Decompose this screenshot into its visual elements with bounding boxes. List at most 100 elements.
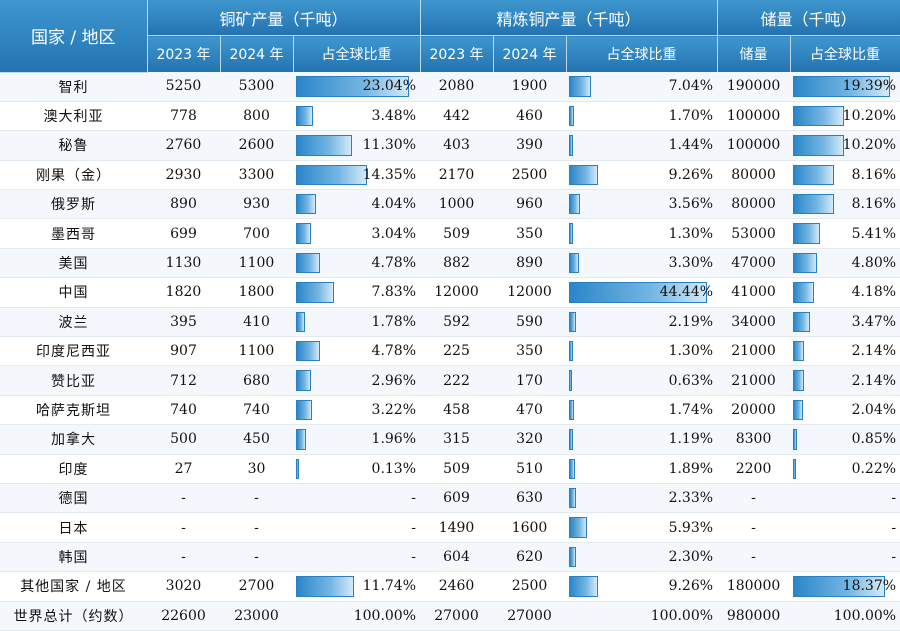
country-name: 印度尼西亚	[0, 336, 147, 367]
reserves-share-cell: 4.18%	[790, 277, 900, 308]
table-body: 智利 5250 5300 23.04% 2080 1900 7.04% 190000 19.39…	[0, 72, 900, 631]
header-reserves: 储量（千吨）	[717, 0, 900, 36]
country-name: 日本	[0, 512, 147, 543]
refined-share-cell: 5.93%	[566, 512, 718, 543]
reserves-value: 100000	[717, 101, 791, 132]
reserves-share-value: 4.18%	[851, 284, 897, 301]
refined-share-value: 1.30%	[668, 343, 714, 360]
refined-share-cell: 1.44%	[566, 130, 718, 161]
reserves-share-bar	[793, 282, 814, 303]
refined-2023-value: 509	[420, 218, 494, 249]
refined-share-cell: 2.33%	[566, 483, 718, 514]
mine-2023-value: 27	[147, 454, 220, 484]
refined-share-cell: 1.70%	[566, 101, 718, 132]
reserves-share-value: 0.22%	[851, 460, 897, 477]
mine-2024-value: 700	[220, 218, 293, 249]
mine-share-cell: 4.04%	[293, 189, 421, 220]
reserves-value: 8300	[717, 424, 791, 455]
table-row: 中国 1820 1800 7.83% 12000 12000 44.44% 41000 4.18…	[0, 277, 900, 308]
mine-2024-value: 30	[220, 454, 293, 484]
mine-share-value: 3.22%	[371, 401, 417, 418]
mine-share-bar	[296, 164, 367, 186]
table-row: 美国 1130 1100 4.78% 882 890 3.30% 47000 4.80%	[0, 248, 900, 279]
mine-2024-value: 23000	[220, 601, 293, 631]
refined-share-value: 2.19%	[668, 313, 714, 330]
refined-share-cell: 0.63%	[566, 365, 718, 396]
reserves-share-bar	[793, 135, 845, 156]
reserves-share-bar	[793, 458, 797, 479]
country-name: 印度	[0, 454, 147, 484]
reserves-share-value: 3.47%	[851, 313, 897, 330]
mine-share-value: 7.83%	[371, 284, 417, 301]
mine-share-value: 14.35%	[362, 166, 417, 183]
country-name: 哈萨克斯坦	[0, 395, 147, 426]
refined-2023-value: 1490	[420, 512, 494, 543]
reserves-share-cell: 2.14%	[790, 365, 900, 396]
country-name: 澳大利亚	[0, 101, 147, 132]
refined-share-value: 1.19%	[668, 431, 714, 448]
refined-2023-value: 609	[420, 483, 494, 514]
mine-share-cell: 14.35%	[293, 160, 421, 191]
mine-2024-value: 680	[220, 365, 293, 396]
refined-2023-value: 27000	[420, 601, 494, 631]
refined-2023-value: 442	[420, 101, 494, 132]
mine-share-bar	[296, 370, 311, 391]
refined-2023-value: 222	[420, 365, 494, 396]
reserves-value: 80000	[717, 160, 791, 191]
table-row: 秘鲁 2760 2600 11.30% 403 390 1.44% 100000 10.20%	[0, 130, 900, 161]
refined-2023-value: 458	[420, 395, 494, 426]
reserves-share-bar	[793, 105, 845, 127]
mine-share-bar	[296, 341, 320, 362]
reserves-share-cell: 8.16%	[790, 160, 900, 191]
mine-share-bar	[296, 576, 354, 597]
mine-2023-value: -	[147, 542, 220, 573]
table-row: 哈萨克斯坦 740 740 3.22% 458 470 1.74% 20000 2.04%	[0, 395, 900, 426]
reserves-share-value: -	[891, 548, 897, 565]
refined-share-cell: 1.30%	[566, 336, 718, 367]
refined-2024-value: 590	[493, 307, 567, 338]
table-row: 印度 27 30 0.13% 509 510 1.89% 2200 0.22%	[0, 454, 900, 484]
refined-share-bar	[569, 135, 574, 156]
refined-share-bar	[569, 458, 575, 479]
mine-share-cell: 7.83%	[293, 277, 421, 308]
refined-share-bar	[569, 487, 577, 509]
mine-2023-value: 712	[147, 365, 220, 396]
reserves-share-cell: 4.80%	[790, 248, 900, 279]
mine-share-cell: 3.04%	[293, 218, 421, 249]
reserves-value: 80000	[717, 189, 791, 220]
country-name: 美国	[0, 248, 147, 279]
reserves-value: 41000	[717, 277, 791, 308]
refined-2024-value: 620	[493, 542, 567, 573]
reserves-value: 21000	[717, 336, 791, 367]
country-name: 刚果（金）	[0, 160, 147, 191]
header-country: 国家 / 地区	[0, 0, 148, 73]
reserves-share-value: 8.16%	[851, 166, 897, 183]
reserves-share-bar	[793, 223, 821, 244]
reserves-share-cell: 10.20%	[790, 130, 900, 161]
mine-share-cell: -	[293, 483, 421, 514]
refined-2024-value: 2500	[493, 160, 567, 191]
mine-share-value: 4.78%	[371, 255, 417, 272]
header-refined-2024: 2024 年	[493, 35, 567, 72]
refined-2023-value: 1000	[420, 189, 494, 220]
refined-share-cell: 1.89%	[566, 454, 718, 484]
refined-share-value: 0.63%	[668, 372, 714, 389]
mine-share-cell: -	[293, 542, 421, 573]
refined-share-cell: 100.00%	[566, 601, 718, 631]
table-row: 俄罗斯 890 930 4.04% 1000 960 3.56% 80000 8.16%	[0, 189, 900, 220]
reserves-share-cell: -	[790, 512, 900, 543]
reserves-share-bar	[793, 399, 804, 421]
reserves-share-value: 10.20%	[842, 137, 897, 154]
reserves-share-cell: 2.14%	[790, 336, 900, 367]
reserves-share-cell: -	[790, 483, 900, 514]
reserves-share-value: 0.85%	[851, 431, 897, 448]
refined-share-value: 100.00%	[650, 607, 714, 624]
refined-2023-value: 315	[420, 424, 494, 455]
mine-2024-value: 930	[220, 189, 293, 220]
reserves-share-cell: 8.16%	[790, 189, 900, 220]
refined-share-cell: 44.44%	[566, 277, 718, 308]
reserves-share-value: 5.41%	[851, 225, 897, 242]
refined-2024-value: 12000	[493, 277, 567, 308]
mine-share-cell: 1.78%	[293, 307, 421, 338]
